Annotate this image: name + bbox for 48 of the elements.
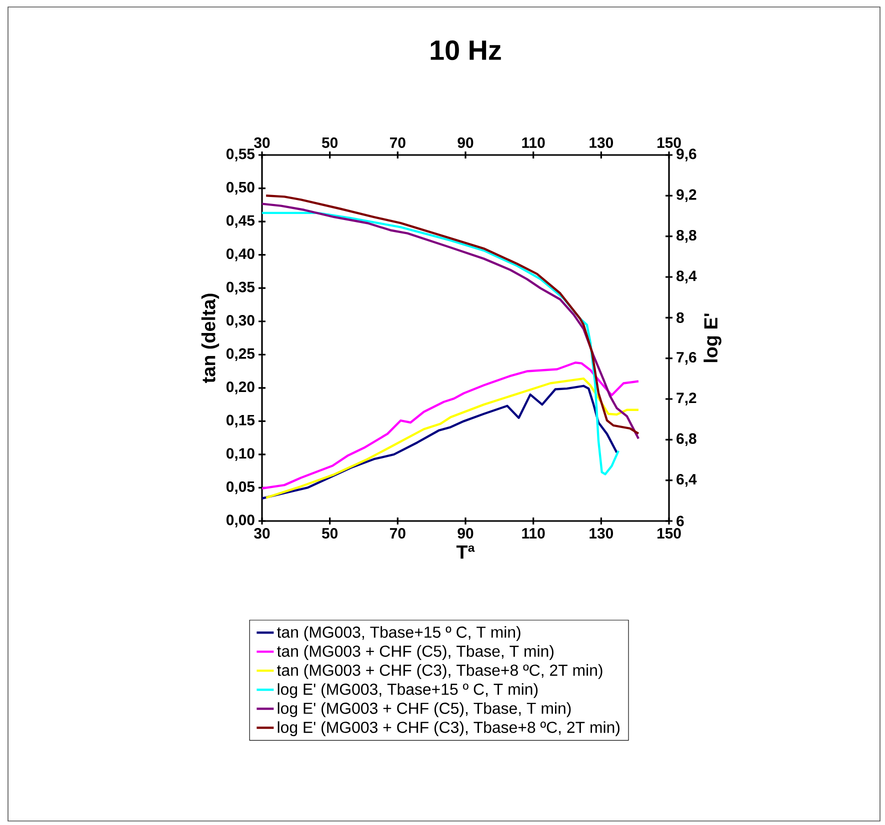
y-tick-label: 0,50 (226, 182, 254, 195)
legend-label: log E' (MG003 + CHF (C3), Tbase+8 ºC, 2T min) (278, 721, 620, 736)
legend-label: tan (MG003 + CHF (C3), Tbase+8 ºC, 2T min) (277, 664, 602, 680)
y2-tick-label: 8,4 (676, 270, 697, 284)
line-series (262, 212, 620, 476)
y2-tick-label: 6 (676, 516, 684, 526)
y2-tick-label: 9,6 (676, 148, 696, 162)
x-tick-label: 110 (522, 528, 545, 539)
x2-tick-label: 70 (390, 137, 406, 148)
y2-tick-label: 6,8 (676, 433, 696, 446)
chart-title: 10 Hz (430, 40, 501, 60)
x2-tick-label: 30 (254, 137, 270, 148)
y-tick-label: 0,00 (226, 514, 254, 528)
y-axis-title: tan (delta) (201, 294, 220, 383)
legend-label: tan (MG003, Tbase+15 º C, T min) (277, 626, 520, 641)
y2-tick-label: 8,8 (676, 230, 696, 243)
y-tick-label: 0,55 (226, 148, 255, 162)
y2-tick-label: 6,4 (676, 474, 697, 487)
x-tick-label: 90 (458, 528, 474, 539)
x2-tick-label: 150 (657, 137, 681, 148)
line-series (262, 362, 640, 490)
y2-axis-title: log E' (704, 314, 722, 362)
y2-tick-label: 8 (676, 312, 684, 323)
legend-label: log E' (MG003 + CHF (C5), Tbase, T min) (278, 702, 571, 718)
x2-tick-label: 50 (322, 137, 338, 148)
y-tick-label: 0,35 (226, 282, 255, 294)
y-tick-label: 0,15 (226, 414, 255, 428)
x-tick-label: 150 (657, 528, 681, 539)
y2-tick-label: 9,2 (676, 189, 696, 202)
y-tick-label: 0,25 (226, 348, 255, 362)
y-tick-label: 0,20 (226, 382, 254, 394)
y-tick-label: 0,10 (226, 448, 254, 461)
y-tick-label: 0,05 (226, 481, 255, 494)
x-axis-title: Tª (456, 545, 475, 559)
y2-tick-label: 7,2 (676, 392, 696, 406)
y2-tick-label: 7,6 (676, 352, 696, 365)
x-tick-label: 50 (322, 528, 338, 539)
x2-tick-label: 130 (590, 137, 614, 148)
y-tick-label: 0,40 (226, 248, 254, 262)
x-tick-label: 70 (390, 528, 406, 539)
x2-tick-label: 110 (522, 137, 545, 148)
x-tick-label: 130 (590, 528, 614, 539)
x2-tick-label: 90 (458, 137, 474, 148)
x-tick-label: 30 (254, 528, 270, 539)
legend-label: tan (MG003 + CHF (C5), Tbase, T min) (277, 645, 554, 660)
y-tick-label: 0,45 (226, 215, 255, 228)
legend-label: log E' (MG003, Tbase+15 º C, T min) (278, 683, 538, 698)
y-tick-label: 0,30 (226, 314, 254, 328)
